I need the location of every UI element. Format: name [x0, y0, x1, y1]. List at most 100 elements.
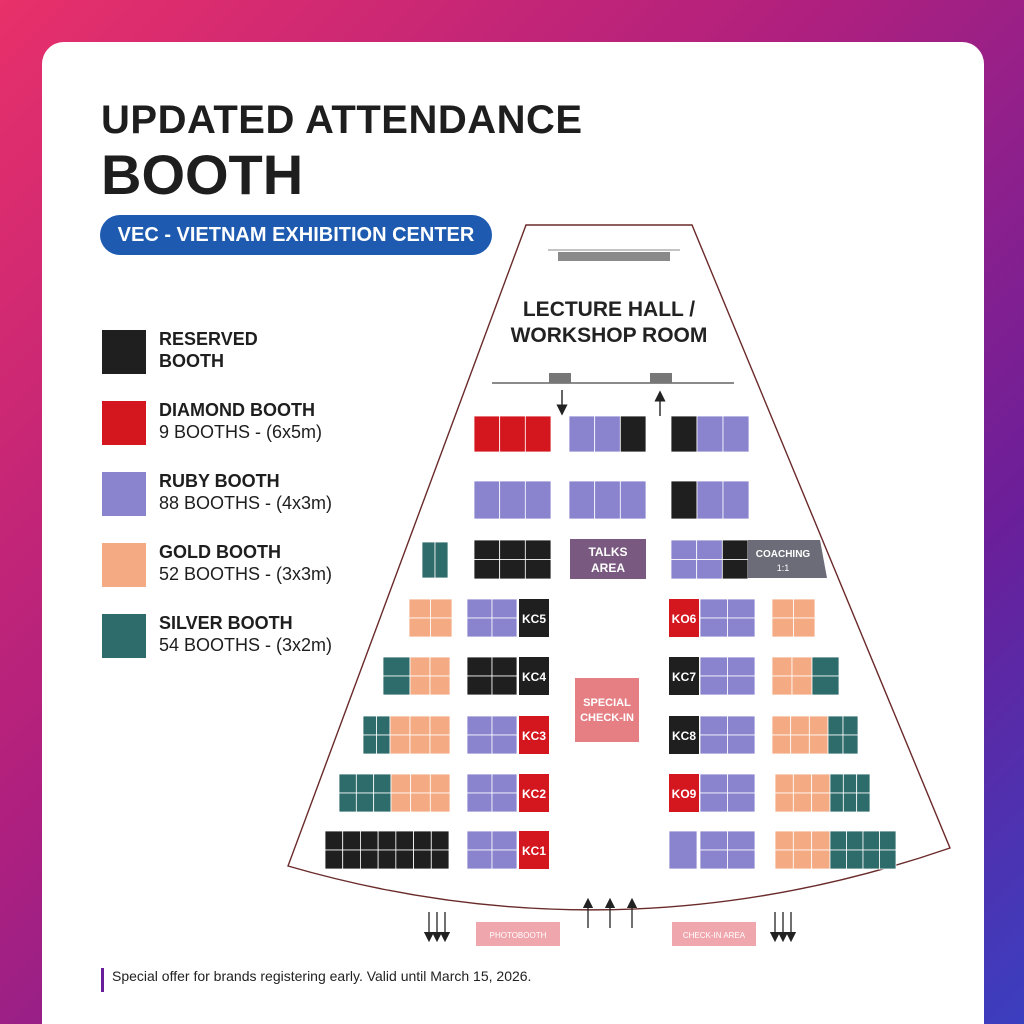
booth-cell	[355, 773, 375, 794]
booth-cell	[699, 792, 728, 813]
booth-cell	[862, 830, 880, 851]
booth-cell	[491, 617, 518, 638]
booth-cell	[699, 849, 728, 870]
booth-cell	[466, 773, 493, 794]
booth-cell	[594, 415, 621, 453]
booth-cell	[429, 734, 451, 755]
booth-cell	[524, 480, 552, 520]
booth-cell	[811, 773, 831, 794]
booth-cell	[524, 415, 552, 453]
kc-booth	[669, 716, 699, 754]
booth-cell	[792, 849, 813, 870]
booth-cell	[696, 559, 723, 580]
kc-booth	[519, 774, 549, 812]
kc-booth-label: KC8	[672, 729, 696, 743]
booth-cell	[619, 480, 647, 520]
booth-cell	[491, 773, 518, 794]
booth-cell	[842, 792, 858, 813]
booth-cell	[429, 715, 451, 736]
booth-cell	[727, 656, 756, 677]
special-check-in-label-line2: CHECK-IN	[580, 712, 634, 724]
booth-cell	[594, 480, 621, 520]
booth-cell	[771, 675, 793, 696]
booth-cell	[429, 675, 451, 696]
booth-cell	[771, 734, 792, 755]
booth-cell	[430, 830, 450, 851]
kc-booth-label: KC1	[522, 844, 546, 858]
booth-cell	[377, 830, 397, 851]
booth-cell	[727, 715, 756, 736]
special-check-in-label-line1: SPECIAL	[583, 697, 631, 709]
page-title-line2: BOOTH	[101, 143, 304, 206]
door-right	[650, 373, 672, 383]
talks-area	[570, 539, 646, 579]
booth-cell	[382, 656, 411, 677]
booth-cell	[670, 539, 698, 560]
booth-cell	[792, 773, 813, 794]
booth-cell	[466, 849, 493, 870]
booth-cell	[721, 559, 749, 580]
booth-cell	[722, 415, 750, 453]
kc-booth-label: KO6	[672, 612, 697, 626]
page-title-line1: UPDATED ATTENDANCE	[101, 98, 583, 142]
booth-cell	[430, 617, 453, 638]
booth-cell	[473, 559, 501, 580]
kc-booth-label: KC4	[522, 670, 546, 684]
kc-booth	[669, 657, 699, 695]
booth-cell	[811, 792, 831, 813]
exit-arrows-right	[769, 912, 797, 943]
booth-cell	[410, 792, 431, 813]
kc-booth	[669, 774, 699, 812]
booth-cell	[696, 539, 723, 560]
booth-cell	[390, 773, 412, 794]
booth-cell	[771, 598, 794, 619]
booth-cell	[774, 792, 794, 813]
coaching-area	[748, 540, 827, 578]
booth-cell	[499, 559, 526, 580]
booth-cell	[466, 830, 493, 851]
legend-label-reserved: RESERVED	[159, 329, 258, 349]
booth-cell	[389, 715, 411, 736]
booth-cell	[524, 559, 552, 580]
legend-swatch-diamond	[102, 401, 146, 445]
booth-cell	[324, 849, 344, 870]
booth-cell	[699, 734, 728, 755]
booth-cell	[774, 773, 794, 794]
booth-cell	[499, 539, 526, 560]
booth-cell	[699, 617, 728, 638]
booth-cell	[430, 598, 453, 619]
booth-cell	[879, 849, 897, 870]
booth-cell	[771, 617, 794, 638]
exit-arrows-left	[423, 912, 451, 943]
booth-cell	[727, 830, 756, 851]
booth-cell	[382, 675, 411, 696]
photobooth-area	[476, 922, 560, 946]
booth-cell	[699, 656, 728, 677]
booth-cell	[727, 617, 756, 638]
booth-cell	[774, 830, 794, 851]
booth-cell	[774, 849, 794, 870]
booth-cell	[856, 792, 871, 813]
legend-swatch-gold	[102, 543, 146, 587]
booth-cell	[842, 715, 859, 736]
booth-cell	[429, 656, 451, 677]
booth-cell	[342, 830, 361, 851]
booth-cell	[793, 598, 816, 619]
kc-booth	[519, 831, 549, 869]
booth-cell	[466, 715, 493, 736]
booth-cell	[395, 830, 414, 851]
booth-cell	[670, 559, 698, 580]
booth-cell	[491, 792, 518, 813]
kc-booth	[519, 599, 549, 637]
legend-label-gold: GOLD BOOTH	[159, 542, 281, 562]
booth-cell	[791, 656, 813, 677]
booth-cell	[846, 830, 864, 851]
booth-cell	[790, 734, 810, 755]
booth-cell	[409, 656, 431, 677]
booth-cell	[829, 849, 847, 870]
check-in-area-label: CHECK-IN AREA	[683, 931, 746, 940]
booth-cell	[491, 830, 518, 851]
booth-cell	[499, 415, 526, 453]
booth-cell	[373, 792, 392, 813]
stage-bar	[558, 252, 670, 261]
